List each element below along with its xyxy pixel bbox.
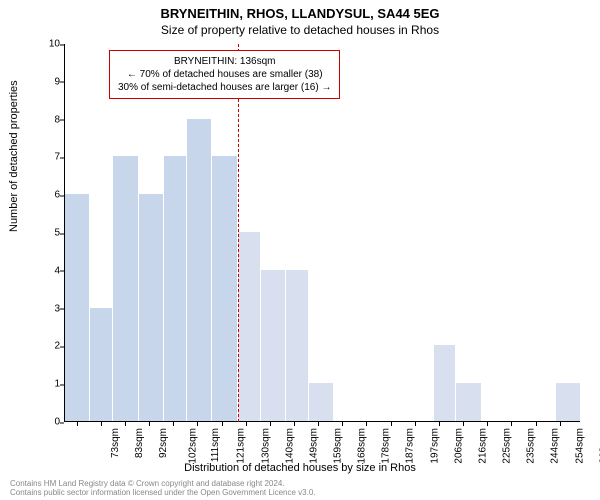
x-tick-label: 235sqm <box>526 428 537 464</box>
x-tick-mark <box>149 422 150 426</box>
y-axis-label: Number of detached properties <box>8 80 20 232</box>
annotation-line: ← 70% of detached houses are smaller (38… <box>118 68 331 81</box>
chart-main-title: BRYNEITHIN, RHOS, LLANDYSUL, SA44 5EG <box>0 0 600 21</box>
x-tick-label: 178sqm <box>381 428 392 464</box>
x-tick-label: 102sqm <box>188 428 199 464</box>
chart-sub-title: Size of property relative to detached ho… <box>0 21 600 41</box>
histogram-bar <box>65 194 90 421</box>
attribution-line-2: Contains public sector information licen… <box>10 488 316 498</box>
y-tick-label: 2 <box>48 341 60 352</box>
x-tick-mark <box>101 422 102 426</box>
y-tick-label: 9 <box>48 76 60 87</box>
histogram-bar <box>456 383 481 421</box>
x-tick-mark <box>560 422 561 426</box>
x-tick-label: 244sqm <box>550 428 561 464</box>
x-tick-mark <box>318 422 319 426</box>
x-tick-mark <box>463 422 464 426</box>
y-tick-label: 7 <box>48 152 60 163</box>
histogram-bar <box>212 156 237 421</box>
x-tick-label: 140sqm <box>284 428 295 464</box>
x-axis-label: Distribution of detached houses by size … <box>0 462 600 474</box>
x-tick-label: 225sqm <box>502 428 513 464</box>
y-tick-label: 6 <box>48 190 60 201</box>
x-tick-mark <box>439 422 440 426</box>
x-tick-label: 111sqm <box>210 428 221 462</box>
y-tick-label: 8 <box>48 114 60 125</box>
x-tick-mark <box>197 422 198 426</box>
x-tick-label: 197sqm <box>429 428 440 464</box>
y-tick-label: 0 <box>48 417 60 428</box>
x-tick-label: 168sqm <box>357 428 368 464</box>
x-tick-mark <box>222 422 223 426</box>
x-tick-label: 83sqm <box>134 428 145 458</box>
x-tick-mark <box>173 422 174 426</box>
x-tick-mark <box>536 422 537 426</box>
annotation-box: BRYNEITHIN: 136sqm← 70% of detached hous… <box>109 50 340 99</box>
x-tick-label: 92sqm <box>158 428 169 458</box>
histogram-bar <box>286 270 309 421</box>
histogram-bar <box>113 156 138 421</box>
y-tick-label: 3 <box>48 303 60 314</box>
x-tick-label: 121sqm <box>236 428 247 464</box>
x-tick-mark <box>294 422 295 426</box>
x-tick-mark <box>270 422 271 426</box>
annotation-line: 30% of semi-detached houses are larger (… <box>118 81 331 94</box>
x-tick-label: 187sqm <box>405 428 416 464</box>
x-tick-label: 216sqm <box>478 428 489 464</box>
plot-area: BRYNEITHIN: 136sqm← 70% of detached hous… <box>64 44 580 422</box>
y-tick-label: 5 <box>48 228 60 239</box>
histogram-bar <box>261 270 286 421</box>
x-tick-mark <box>415 422 416 426</box>
x-tick-label: 73sqm <box>110 428 121 458</box>
x-tick-label: 206sqm <box>453 428 464 464</box>
x-tick-mark <box>342 422 343 426</box>
histogram-bar <box>556 383 581 421</box>
histogram-bar <box>164 156 187 421</box>
histogram-bar <box>90 308 113 421</box>
reference-line <box>238 44 239 422</box>
x-tick-label: 254sqm <box>574 428 585 464</box>
x-tick-mark <box>366 422 367 426</box>
x-tick-label: 149sqm <box>308 428 319 464</box>
x-tick-mark <box>391 422 392 426</box>
x-tick-mark <box>487 422 488 426</box>
histogram-bar <box>309 383 334 421</box>
histogram-bar <box>434 345 457 421</box>
chart-area: BRYNEITHIN: 136sqm← 70% of detached hous… <box>64 44 580 422</box>
attribution-text: Contains HM Land Registry data © Crown c… <box>10 479 316 498</box>
histogram-bar <box>187 119 212 421</box>
y-tick-label: 1 <box>48 379 60 390</box>
x-tick-mark <box>77 422 78 426</box>
x-tick-mark <box>246 422 247 426</box>
attribution-line-1: Contains HM Land Registry data © Crown c… <box>10 479 316 489</box>
y-tick-label: 4 <box>48 265 60 276</box>
x-tick-mark <box>511 422 512 426</box>
x-tick-label: 159sqm <box>333 428 344 464</box>
annotation-line: BRYNEITHIN: 136sqm <box>118 55 331 68</box>
y-tick-label: 10 <box>48 39 60 50</box>
x-tick-label: 130sqm <box>260 428 271 464</box>
histogram-bar <box>139 194 164 421</box>
x-tick-mark <box>125 422 126 426</box>
histogram-bar <box>238 232 261 421</box>
